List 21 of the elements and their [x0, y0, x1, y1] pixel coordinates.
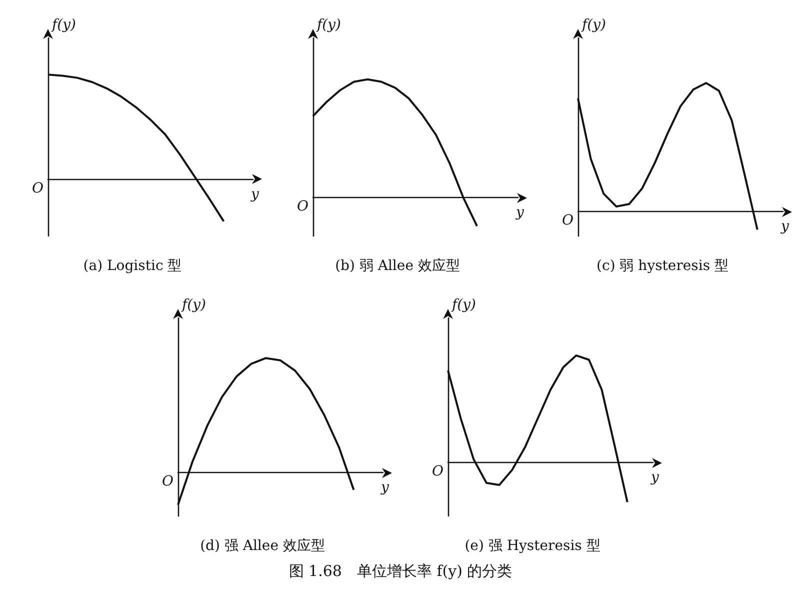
x-axis-title: y [250, 186, 260, 202]
caption: 图 1.68 单位增长率 f(y) 的分类 [288, 562, 514, 581]
x-axis-title: y [380, 480, 390, 496]
text: O [162, 474, 174, 490]
text: O [32, 180, 44, 196]
text: (c) 弱 hysteresis 型 [596, 258, 728, 274]
text: O [562, 212, 574, 229]
x-axis-title: y [780, 218, 790, 235]
y-axis-title: f(y) [581, 17, 606, 33]
text: (d) 强 Allee 效应型 [200, 538, 325, 554]
x-axis-title: y [650, 470, 660, 486]
text: (e) 强 Hysteresis 型 [464, 538, 600, 554]
y-axis-title: f(y) [316, 17, 342, 33]
text: O [297, 198, 309, 215]
y-axis-title: f(y) [451, 297, 476, 313]
y-axis-title: f(y) [51, 17, 76, 33]
text: O [432, 464, 444, 480]
x-axis-title: y [515, 204, 525, 221]
text: (b) 弱 Allee 效应型 [335, 258, 460, 274]
y-axis-title: f(y) [181, 297, 206, 313]
text: (a) Logistic 型 [83, 258, 182, 274]
